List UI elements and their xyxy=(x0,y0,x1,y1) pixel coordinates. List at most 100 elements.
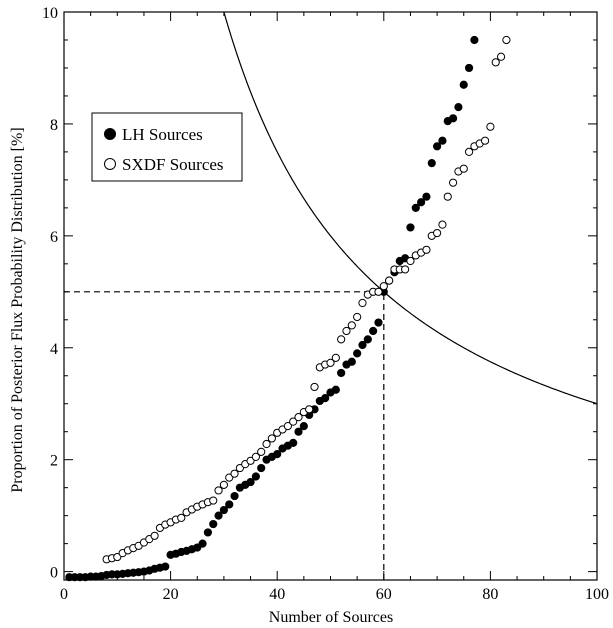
y-tick-label: 2 xyxy=(50,453,58,470)
data-point-sxdf xyxy=(342,326,351,336)
data-point-lh xyxy=(198,539,207,548)
data-point-lh xyxy=(225,500,234,509)
data-point-lh xyxy=(417,198,426,207)
data-point-sxdf xyxy=(283,422,292,431)
data-point-lh xyxy=(299,422,308,431)
x-tick-label: 0 xyxy=(60,586,68,603)
data-point-lh xyxy=(230,491,239,501)
data-point-lh xyxy=(209,519,218,529)
legend: LH Sources SXDF Sources xyxy=(91,112,243,182)
data-point-sxdf xyxy=(374,287,383,296)
data-point-sxdf xyxy=(353,312,362,322)
x-tick-label: 20 xyxy=(163,586,179,603)
data-point-sxdf xyxy=(443,192,452,201)
legend-label-sxdf: SXDF Sources xyxy=(122,155,224,174)
x-tick-label: 80 xyxy=(482,586,498,603)
data-point-sxdf xyxy=(491,58,500,67)
data-point-sxdf xyxy=(209,496,218,505)
data-point-sxdf xyxy=(347,321,356,330)
data-point-lh xyxy=(411,203,420,212)
data-point-sxdf xyxy=(326,358,335,367)
data-point-sxdf xyxy=(310,382,319,392)
data-point-sxdf xyxy=(246,456,255,465)
data-point-sxdf xyxy=(150,531,159,540)
x-tick-label: 100 xyxy=(585,586,609,603)
data-point-lh xyxy=(406,223,415,232)
data-point-lh xyxy=(433,142,442,151)
data-point-lh xyxy=(422,192,431,201)
legend-box xyxy=(91,112,243,182)
data-point-lh xyxy=(193,543,202,552)
data-point-sxdf xyxy=(433,228,442,238)
data-point-sxdf xyxy=(486,122,495,131)
data-point-sxdf xyxy=(379,282,388,291)
data-point-sxdf xyxy=(438,220,447,229)
reference-curve xyxy=(223,12,597,405)
data-point-sxdf xyxy=(251,452,260,461)
data-point-sxdf xyxy=(459,164,468,173)
data-point-sxdf xyxy=(502,35,511,45)
axes-layer: 0 20 40 60 80 100 0 2 4 6 8 10 xyxy=(42,5,609,603)
y-tick-label: 8 xyxy=(50,117,58,134)
y-tick-label: 0 xyxy=(50,565,58,582)
data-point-lh xyxy=(331,385,340,394)
data-point-sxdf xyxy=(305,405,314,414)
y-tick-label: 6 xyxy=(50,229,58,246)
data-point-sxdf xyxy=(257,447,266,456)
x-tick-label: 60 xyxy=(376,586,392,603)
data-point-lh xyxy=(358,340,367,350)
data-point-sxdf xyxy=(401,265,410,274)
data-point-lh xyxy=(369,326,378,336)
data-point-lh xyxy=(427,158,436,168)
data-point-sxdf xyxy=(177,513,186,522)
data-point-lh xyxy=(161,562,170,571)
legend-marker-lh xyxy=(104,128,116,140)
plot-frame xyxy=(63,11,598,581)
x-axis-label: Number of Sources xyxy=(269,609,393,626)
data-point-lh xyxy=(251,472,260,481)
data-point-sxdf xyxy=(337,335,346,344)
data-point-lh xyxy=(289,438,298,447)
data-point-lh xyxy=(363,335,372,344)
data-point-sxdf xyxy=(267,434,276,443)
data-point-lh xyxy=(273,449,282,459)
data-point-sxdf xyxy=(262,439,271,449)
data-point-sxdf xyxy=(289,417,298,426)
data-point-lh xyxy=(448,114,458,123)
y-axis-label: Proportion of Posterior Flux Probability… xyxy=(9,127,26,492)
data-point-sxdf xyxy=(214,486,223,495)
data-point-sxdf xyxy=(496,52,506,61)
data-point-lh xyxy=(321,394,330,403)
data-point-sxdf xyxy=(480,136,490,145)
data-point-lh xyxy=(246,477,255,487)
legend-label-lh: LH Sources xyxy=(122,125,203,144)
data-point-sxdf xyxy=(219,480,228,489)
x-tick-label: 40 xyxy=(269,586,285,603)
y-tick-label: 4 xyxy=(50,341,58,358)
data-point-sxdf xyxy=(331,353,340,362)
data-point-lh xyxy=(203,528,213,537)
data-point-lh xyxy=(337,368,346,378)
data-point-sxdf xyxy=(464,147,474,156)
data-point-lh xyxy=(374,318,383,327)
data-point-lh xyxy=(214,511,223,520)
data-point-sxdf xyxy=(225,473,234,482)
data-point-sxdf xyxy=(294,413,303,422)
data-point-lh xyxy=(347,357,356,366)
data-point-lh xyxy=(219,505,228,515)
data-point-sxdf xyxy=(113,552,122,562)
data-point-lh xyxy=(353,349,362,358)
data-point-lh xyxy=(470,35,479,45)
data-point-sxdf xyxy=(385,276,394,285)
data-point-lh xyxy=(454,103,463,112)
data-point-lh xyxy=(438,136,447,145)
data-point-lh xyxy=(464,63,474,73)
data-point-sxdf xyxy=(422,245,431,254)
data-point-lh xyxy=(459,80,468,89)
data-point-lh xyxy=(294,427,303,436)
data-point-sxdf xyxy=(230,469,239,478)
data-point-lh xyxy=(257,463,266,473)
legend-marker-sxdf xyxy=(104,158,116,170)
y-tick-label: 10 xyxy=(42,5,58,22)
